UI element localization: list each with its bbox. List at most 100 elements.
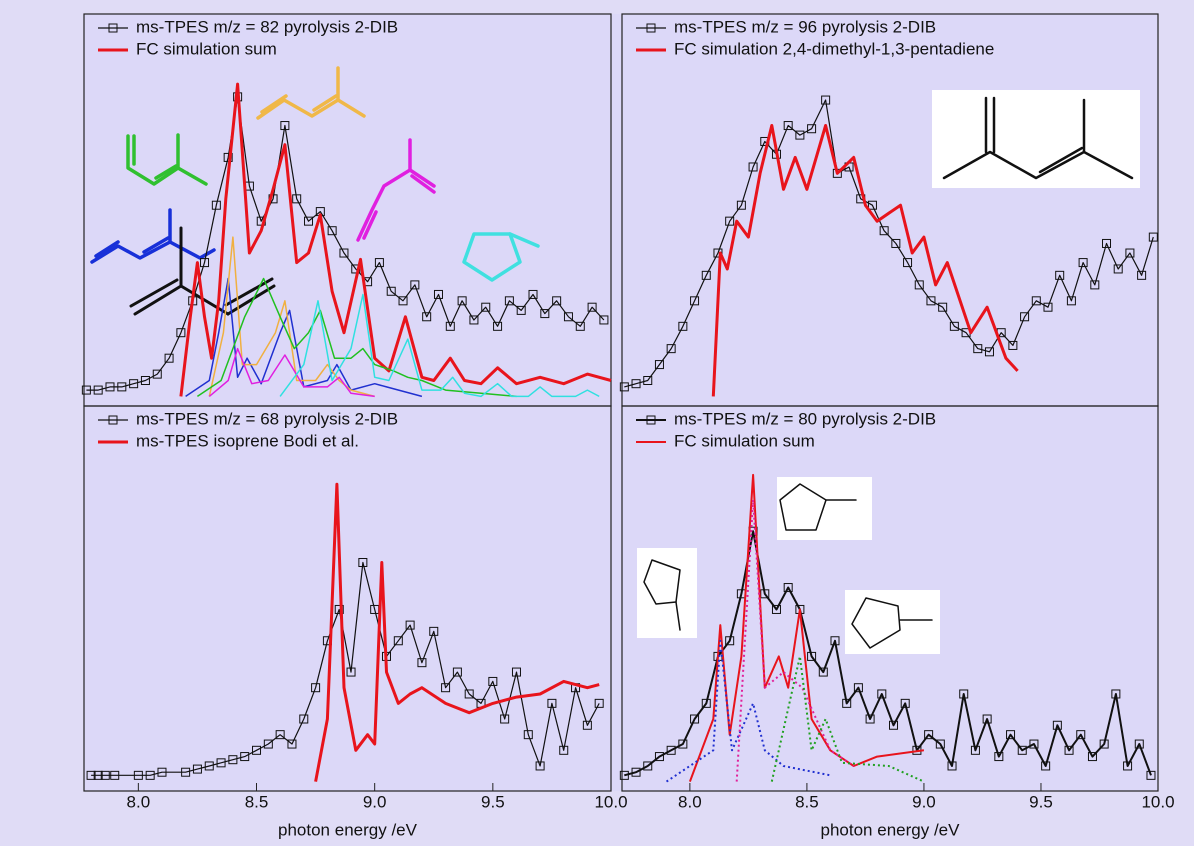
data-marker [830,636,840,646]
structure-box [637,548,697,638]
data-marker [500,714,510,724]
data-marker [192,764,202,774]
data-marker [783,121,793,131]
legend-label: FC simulation sum [136,39,277,58]
data-marker [701,698,711,708]
data-marker [631,767,641,777]
series-line [279,293,600,398]
legend-label: ms-TPES m/z = 80 pyrolysis 2-DIB [674,409,936,428]
data-marker [1078,258,1088,268]
data-marker [1055,270,1065,280]
data-marker [152,369,162,379]
data-marker [292,194,302,204]
data-marker [133,770,143,780]
data-marker [304,216,314,226]
legend-label: ms-TPES isoprene Bodi et al. [136,431,359,450]
data-marker [575,321,585,331]
data-marker [949,321,959,331]
x-tick-label: 8.5 [245,792,269,811]
data-marker [216,758,226,768]
data-marker [398,296,408,306]
data-marker [818,667,828,677]
data-marker [760,589,770,599]
data-marker [1111,689,1121,699]
data-marker [559,745,569,755]
series-line [208,347,375,398]
data-marker [666,344,676,354]
data-marker [982,714,992,724]
data-marker [914,280,924,290]
data-marker [1134,739,1144,749]
data-marker [240,752,250,762]
data-marker [176,328,186,338]
data-marker [516,305,526,315]
data-marker [445,321,455,331]
data-marker [867,200,877,210]
series-line [665,639,831,783]
data-marker [678,739,688,749]
data-marker [771,604,781,614]
data-marker [481,302,491,312]
x-tick-label: 8.0 [127,792,151,811]
data-marker [504,296,514,306]
data-marker [393,636,403,646]
data-marker [594,698,604,708]
data-marker [889,720,899,730]
data-marker [346,667,356,677]
data-marker [410,280,420,290]
data-marker [877,689,887,699]
data-marker [280,121,290,131]
data-marker [1148,232,1158,242]
legend-marker [646,415,656,425]
data-marker [339,248,349,258]
legend-marker [646,23,656,33]
data-marker [1146,770,1156,780]
data-marker [924,730,934,740]
data-marker [984,347,994,357]
series-line [91,561,600,776]
legend-marker [108,23,118,33]
data-marker [433,289,443,299]
series-line [770,655,925,783]
data-marker [1137,270,1147,280]
data-marker [994,752,1004,762]
data-marker [821,95,831,105]
x-tick-label: 8.0 [678,792,702,811]
data-marker [654,752,664,762]
data-marker [970,745,980,755]
data-marker [748,162,758,172]
data-marker [334,604,344,614]
data-marker [417,658,427,668]
data-marker [1102,238,1112,248]
data-marker [511,667,521,677]
data-marker [464,689,474,699]
data-marker [1066,296,1076,306]
x-tick-label: 9.5 [1029,792,1053,811]
data-marker [891,238,901,248]
data-marker [547,698,557,708]
data-marker [1087,752,1097,762]
legend-label: FC simulation 2,4-dimethyl-1,3-pentadien… [674,39,994,58]
series-line [208,236,375,398]
data-marker [713,248,723,258]
data-marker [690,296,700,306]
data-marker [795,130,805,140]
data-marker [678,321,688,331]
structure-box [845,590,940,654]
data-marker [1064,745,1074,755]
data-marker [81,385,91,395]
series-line [196,277,517,398]
data-marker [228,755,238,765]
data-marker [783,583,793,593]
molecule [942,96,1134,180]
data-marker [1017,745,1027,755]
molecule [643,483,933,649]
x-tick-label: 10.0 [594,792,627,811]
data-marker [973,344,983,354]
data-marker [807,124,817,134]
data-marker [129,379,139,389]
data-marker [441,683,451,693]
x-axis-label: photon energy /eV [821,820,961,839]
data-marker [523,730,533,740]
data-marker [599,315,609,325]
